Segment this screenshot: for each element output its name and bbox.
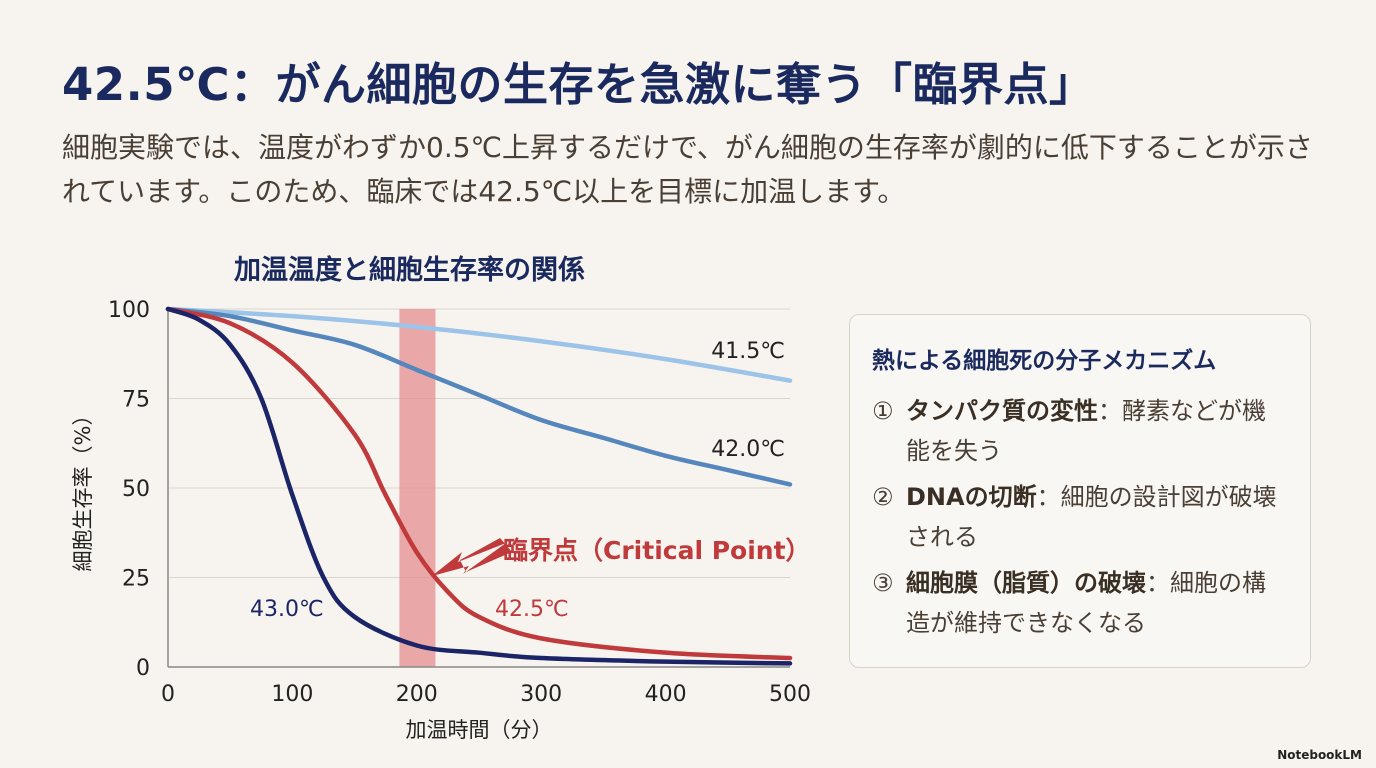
series-line: [165, 306, 793, 383]
slide-subtitle: 細胞実験では、温度がわずか0.5℃上昇するだけで、がん細胞の生存率が劇的に低下す…: [62, 131, 1313, 208]
mechanism-item: ② DNAの切断：細胞の設計図が破壊される: [872, 477, 1288, 557]
y-tick-label: 0: [136, 656, 150, 681]
y-axis-label: 細胞生存率（%）: [71, 405, 95, 572]
item-number: ②: [872, 483, 894, 511]
item-heading: DNAの切断: [906, 483, 1037, 511]
chart-title: 加温温度と細胞生存率の関係: [234, 255, 585, 286]
x-tick-label: 100: [271, 682, 313, 707]
x-tick-label: 0: [161, 682, 175, 707]
series-line: [165, 306, 793, 666]
panel-title: 熱による細胞死の分子メカニズム: [872, 348, 1217, 374]
y-tick-label: 50: [122, 477, 150, 502]
x-tick-label: 200: [396, 682, 438, 707]
item-number: ①: [872, 397, 894, 425]
item-text: ：酵素などが機能を失う: [906, 397, 1266, 465]
series-label: 41.5℃: [711, 339, 785, 364]
x-tick-label: 400: [645, 682, 687, 707]
series-label: 42.0℃: [711, 437, 785, 462]
series-label: 43.0℃: [250, 597, 324, 622]
series-line: [165, 306, 793, 661]
y-tick-label: 25: [122, 567, 150, 592]
critical-point-label: 臨界点（Critical Point）: [503, 536, 811, 565]
y-tick-label: 75: [122, 388, 150, 413]
y-tick-label: 100: [108, 298, 150, 323]
slide-title: 42.5℃：がん細胞の生存を急激に奪う「臨界点」: [62, 58, 1095, 111]
notebooklm-logo: NotebookLM: [1277, 748, 1362, 762]
series-label: 42.5℃: [495, 597, 569, 622]
mechanism-panel: 熱による細胞死の分子メカニズム ① タンパク質の変性：酵素などが機能を失う ② …: [849, 314, 1311, 668]
series-line: [165, 306, 793, 487]
item-heading: 細胞膜（脂質）の破壊: [906, 569, 1146, 597]
x-tick-label: 300: [520, 682, 562, 707]
item-number: ③: [872, 569, 894, 597]
item-text: ：細胞の構造が維持できなくなる: [906, 569, 1266, 637]
mechanism-item: ① タンパク質の変性：酵素などが機能を失う: [872, 391, 1288, 471]
item-text: ：細胞の設計図が破壊される: [906, 483, 1277, 551]
item-heading: タンパク質の変性: [906, 397, 1098, 425]
x-tick-label: 500: [769, 682, 811, 707]
arrow-icon: [432, 538, 512, 576]
mechanism-item: ③ 細胞膜（脂質）の破壊：細胞の構造が維持できなくなる: [872, 563, 1288, 643]
x-axis-label: 加温時間（分）: [406, 718, 553, 742]
